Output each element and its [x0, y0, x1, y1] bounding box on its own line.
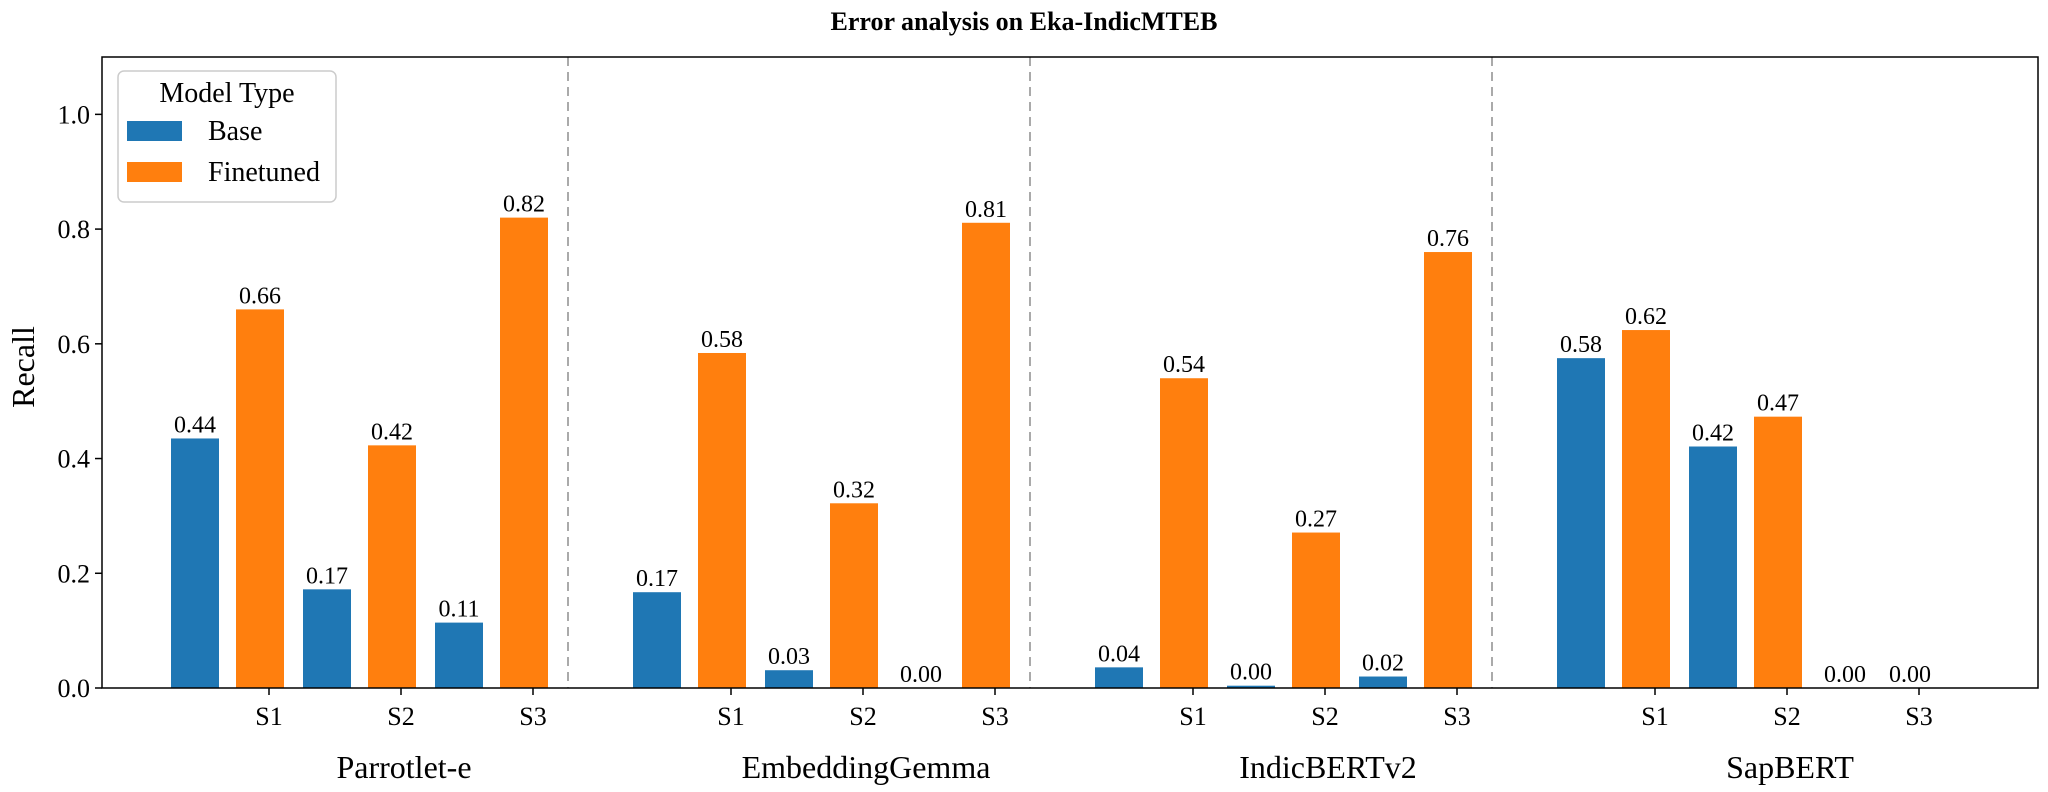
group-label: Parrotlet-e	[336, 749, 471, 785]
bar-finetuned	[962, 222, 1010, 688]
bar-value-label: 0.62	[1625, 304, 1667, 330]
bar-base	[1227, 685, 1275, 688]
bar-value-label: 0.58	[701, 327, 743, 353]
legend-swatch	[127, 121, 182, 141]
bar-value-label: 0.54	[1163, 352, 1205, 378]
bar-value-label: 0.02	[1362, 651, 1404, 677]
bar-finetuned	[500, 217, 548, 689]
x-tick-label: S3	[519, 702, 546, 731]
chart-title: Error analysis on Eka-IndicMTEB	[831, 7, 1218, 36]
group-label: IndicBERTv2	[1239, 749, 1417, 785]
x-tick-label: S3	[1905, 702, 1932, 731]
bar-base	[1557, 358, 1605, 688]
bar-value-label: 0.00	[1230, 660, 1272, 686]
bar-value-label: 0.81	[965, 197, 1007, 223]
legend-swatch	[127, 162, 182, 182]
y-axis-label: Recall	[5, 326, 41, 408]
bar-value-label: 0.17	[636, 566, 678, 592]
x-tick-label: S3	[1443, 702, 1470, 731]
bar-value-label: 0.27	[1295, 507, 1337, 533]
bar-base	[171, 438, 219, 688]
bar-finetuned	[1292, 532, 1340, 688]
bar-value-label: 0.04	[1098, 641, 1140, 667]
x-tick-label: S1	[717, 702, 744, 731]
group-label: SapBERT	[1726, 749, 1854, 785]
x-tick-label: S2	[387, 702, 414, 731]
bar-finetuned	[368, 445, 416, 688]
bar-value-label: 0.66	[239, 283, 281, 309]
bar-finetuned	[698, 352, 746, 688]
x-tick-label: S1	[1641, 702, 1668, 731]
bar-value-label: 0.17	[306, 563, 348, 589]
bar-base	[303, 589, 351, 688]
y-tick-label: 1.0	[58, 100, 91, 129]
bar-finetuned	[1424, 252, 1472, 688]
group-label: EmbeddingGemma	[742, 749, 991, 785]
x-tick-label: S2	[849, 702, 876, 731]
bar-value-label: 0.03	[768, 644, 810, 670]
x-tick-label: S3	[981, 702, 1008, 731]
bar-base	[1095, 667, 1143, 688]
bar-value-label: 0.44	[174, 412, 216, 438]
y-tick-label: 0.0	[58, 674, 91, 703]
bar-value-label: 0.47	[1757, 391, 1799, 417]
legend-entry-label: Base	[208, 116, 262, 147]
y-tick-label: 0.4	[58, 445, 91, 474]
x-tick-label: S2	[1311, 702, 1338, 731]
bar-value-label: 0.00	[1889, 662, 1931, 688]
bar-finetuned	[1160, 378, 1208, 688]
bar-value-label: 0.00	[900, 662, 942, 688]
plot-frame	[101, 56, 2039, 689]
bar-value-label: 0.58	[1560, 332, 1602, 358]
plot-area: 0.44 0.66 S1 0.17 0.42 S2 0.11 0.82 S3 Parrotlet-…	[58, 56, 2039, 785]
y-tick-label: 0.2	[58, 559, 91, 588]
bar-value-label: 0.76	[1427, 226, 1469, 252]
legend-title: Model Type	[159, 78, 294, 109]
bar-value-label: 0.00	[1824, 662, 1866, 688]
bar-base	[1689, 446, 1737, 688]
bar-base	[1359, 676, 1407, 688]
bar-value-label: 0.42	[371, 419, 413, 445]
bar-finetuned	[1622, 330, 1670, 688]
bar-value-label: 0.42	[1692, 420, 1734, 446]
bar-value-label: 0.32	[833, 477, 875, 503]
bar-base	[765, 670, 813, 688]
bar-value-label: 0.82	[503, 192, 545, 218]
bar-finetuned	[830, 503, 878, 688]
y-tick-label: 0.8	[58, 215, 91, 244]
x-tick-label: S1	[255, 702, 282, 731]
legend-entry-label: Finetuned	[208, 157, 320, 188]
bar-base	[435, 622, 483, 688]
bar-base	[633, 592, 681, 688]
x-tick-label: S1	[1179, 702, 1206, 731]
y-tick-label: 0.6	[58, 330, 91, 359]
bar-finetuned	[236, 309, 284, 688]
bar-finetuned	[1754, 416, 1802, 688]
bar-value-label: 0.11	[438, 597, 479, 623]
x-tick-label: S2	[1773, 702, 1800, 731]
